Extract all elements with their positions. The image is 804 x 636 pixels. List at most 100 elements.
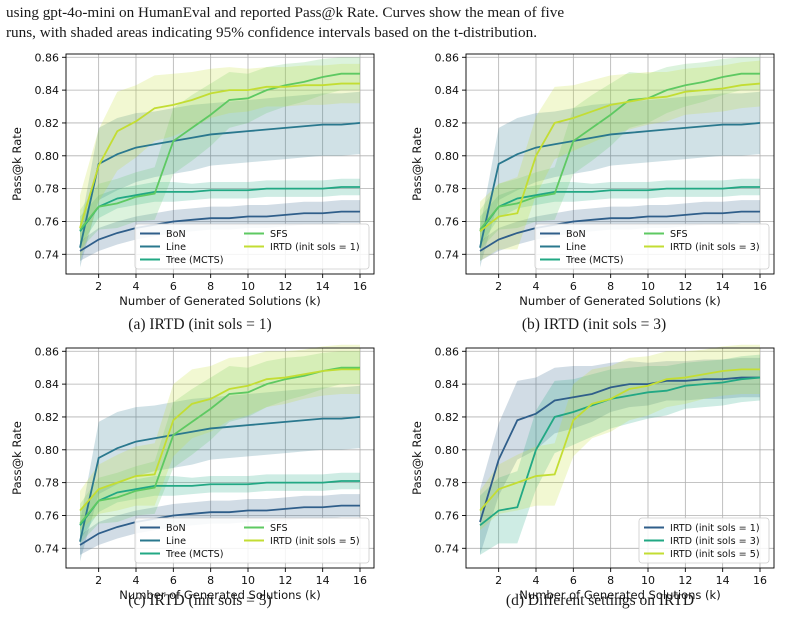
y-tick-label: 0.76 (35, 215, 60, 228)
x-tick-label: 16 (753, 574, 767, 587)
x-tick-label: 10 (641, 280, 655, 293)
x-axis-label: Number of Generated Solutions (k) (519, 588, 720, 602)
x-tick-label: 12 (278, 280, 292, 293)
legend-label: Tree (MCTS) (165, 255, 223, 266)
y-tick-label: 0.74 (35, 542, 60, 555)
series-line-4 (79, 82, 360, 229)
y-tick-label: 0.80 (435, 150, 460, 163)
legend-label: IRTD (init sols = 1) (270, 242, 360, 253)
ci-band-3 (480, 57, 760, 250)
y-tick-label: 0.80 (35, 150, 60, 163)
y-tick-label: 0.78 (35, 477, 60, 490)
plot-frame (65, 53, 375, 275)
x-tick-label: 16 (753, 280, 767, 293)
y-tick-label: 0.74 (35, 248, 60, 261)
series-line-0 (479, 376, 760, 523)
legend-label: Line (566, 242, 586, 253)
chart-panel-b: 2 4 6 8 10 12 14 16 0.74 0.76 0.78 0.80 0.82 0.84 0.86… (404, 46, 784, 308)
y-tick-label: 0.80 (35, 444, 60, 457)
series-line-1 (479, 122, 761, 248)
legend-label: IRTD (init sols = 5) (270, 536, 360, 547)
legend-label: IRTD (init sols = 3) (670, 536, 760, 547)
legend-label: Tree (MCTS) (565, 255, 623, 266)
y-tick-label: 0.78 (435, 183, 460, 196)
x-tick-label: 12 (278, 574, 292, 587)
ci-band-1 (80, 91, 360, 268)
y-tick-label: 0.82 (35, 411, 60, 424)
y-tick-label: 0.86 (435, 345, 460, 358)
ci-band-0 (480, 357, 760, 555)
y-tick-label: 0.86 (35, 51, 60, 64)
y-axis-label: Pass@k Rate (410, 127, 424, 201)
caption-b: (b) IRTD (init sols = 3) (521, 316, 667, 333)
ci-band-4 (480, 60, 760, 261)
caption-a: (a) IRTD (init sols = 1) (128, 316, 272, 333)
legend-label: SFS (270, 229, 288, 240)
figure-intro-text: using gpt-4o-mini on HumanEval and repor… (6, 3, 798, 43)
chart-panel-d: 2 4 6 8 10 12 14 16 0.74 0.76 0.78 0.80 0.82 0.84 0.86… (404, 340, 784, 602)
legend-label: BoN (566, 229, 586, 240)
x-tick-label: 6 (570, 280, 577, 293)
footer-text (6, 612, 798, 634)
x-tick-label: 14 (316, 574, 330, 587)
caption-d: (d) Different settings on IRTD (505, 592, 695, 609)
y-tick-label: 0.86 (35, 345, 60, 358)
intro-line-2: runs, with shaded areas indicating 95% c… (6, 24, 537, 41)
x-tick-label: 2 (95, 574, 102, 587)
x-tick-label: 8 (207, 280, 214, 293)
ci-band-2 (80, 178, 360, 247)
y-tick-label: 0.84 (435, 84, 460, 97)
y-axis-label: Pass@k Rate (10, 127, 24, 201)
y-tick-label: 0.84 (435, 378, 460, 391)
y-tick-label: 0.82 (435, 117, 460, 130)
x-tick-label: 4 (533, 574, 540, 587)
y-tick-label: 0.82 (435, 411, 460, 424)
x-tick-label: 10 (241, 280, 255, 293)
series-line-1 (79, 416, 361, 542)
x-tick-label: 12 (678, 574, 692, 587)
y-tick-label: 0.82 (35, 117, 60, 130)
x-tick-label: 8 (207, 574, 214, 587)
y-tick-label: 0.76 (435, 215, 460, 228)
plot-frame (465, 53, 775, 275)
legend-label: Line (166, 536, 186, 547)
x-axis-label: Number of Generated Solutions (k) (119, 294, 320, 308)
legend-label: IRTD (init sols = 1) (670, 523, 760, 534)
legend-label: IRTD (init sols = 5) (670, 549, 760, 560)
y-tick-label: 0.74 (435, 248, 460, 261)
series-line-3 (79, 72, 360, 231)
ci-band-3 (80, 351, 360, 544)
chart-panel-a: 2 4 6 8 10 12 14 16 0.74 0.76 0.78 0.80 0.82 0.84 0.86… (4, 46, 384, 308)
y-tick-label: 0.84 (35, 84, 60, 97)
series-line-0 (79, 504, 360, 546)
chart-panel-c: 2 4 6 8 10 12 14 16 0.74 0.76 0.78 0.80 0.82 0.84 0.86… (4, 340, 384, 602)
y-tick-label: 0.78 (35, 183, 60, 196)
x-axis-label: Number of Generated Solutions (k) (119, 588, 320, 602)
series-line-4 (479, 82, 761, 233)
legend-label: SFS (270, 523, 288, 534)
x-tick-label: 4 (133, 280, 140, 293)
series-line-4 (79, 368, 360, 512)
x-tick-label: 4 (133, 574, 140, 587)
chart-c-svg: 2 4 6 8 10 12 14 16 0.74 0.76 0.78 0.80 0.82 0.84 0.86… (10, 344, 375, 602)
x-tick-label: 8 (607, 574, 614, 587)
caption-c: (c) IRTD (init sols = 5) (128, 592, 272, 609)
x-tick-label: 14 (316, 280, 330, 293)
x-tick-label: 10 (641, 574, 655, 587)
ci-band-1 (480, 91, 760, 268)
chart-b-svg: 2 4 6 8 10 12 14 16 0.74 0.76 0.78 0.80 0.82 0.84 0.86… (410, 51, 775, 308)
series-line-0 (79, 210, 360, 252)
x-tick-label: 16 (353, 574, 367, 587)
ci-band-4 (80, 344, 360, 531)
x-tick-label: 8 (607, 280, 614, 293)
x-tick-label: 2 (495, 574, 502, 587)
y-tick-label: 0.74 (435, 542, 460, 555)
ci-band-4 (80, 63, 360, 261)
legend-label: BoN (166, 229, 186, 240)
x-tick-label: 6 (170, 574, 177, 587)
series-line-2 (79, 186, 360, 232)
x-tick-label: 2 (95, 280, 102, 293)
chart-d-svg: 2 4 6 8 10 12 14 16 0.74 0.76 0.78 0.80 0.82 0.84 0.86… (410, 344, 775, 602)
x-tick-label: 4 (533, 280, 540, 293)
legend-label: BoN (166, 523, 186, 534)
